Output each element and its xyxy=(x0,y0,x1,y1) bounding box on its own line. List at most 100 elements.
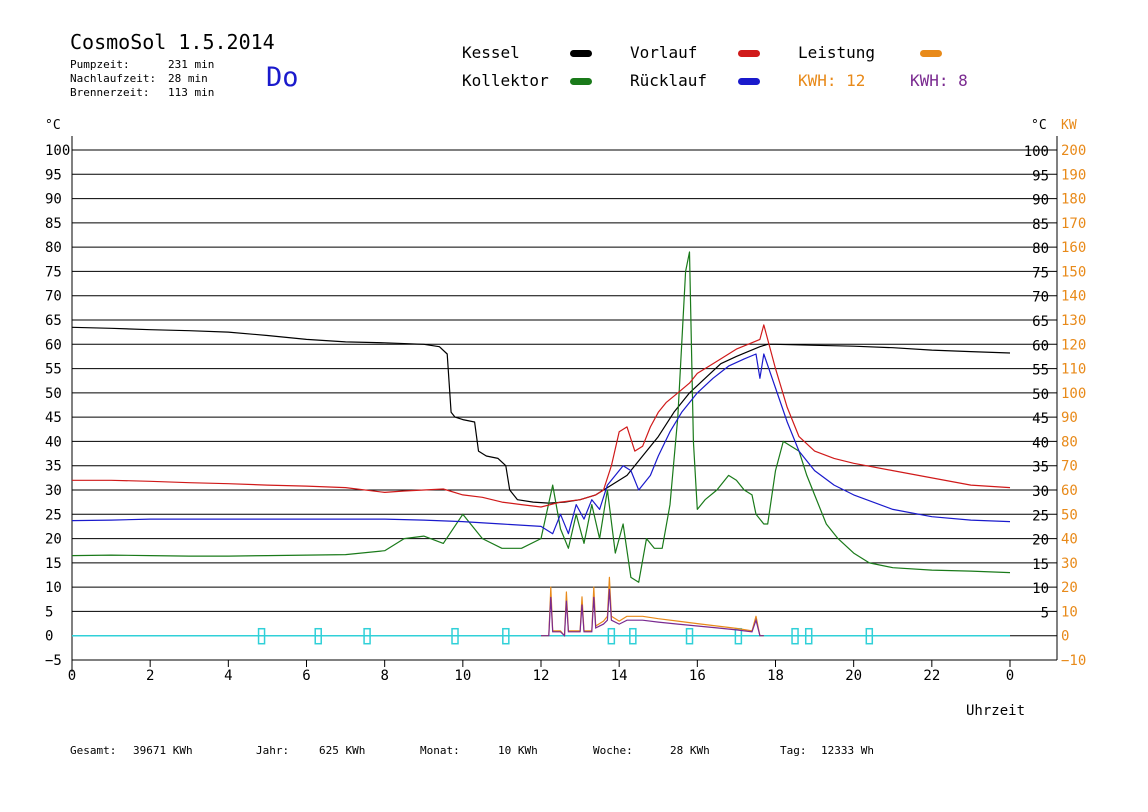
y-tick-label-kw: 30 xyxy=(1061,556,1078,572)
y-tick-label-right: 50 xyxy=(1032,387,1049,403)
x-tick-label: 16 xyxy=(689,668,706,684)
y-tick-label-left: 35 xyxy=(45,459,62,475)
y-tick-label-kw: 100 xyxy=(1061,386,1086,402)
y-tick-label-kw: 70 xyxy=(1061,459,1078,475)
y-axis-unit-right: °C xyxy=(1031,118,1047,133)
footer-gesamt-value: 39671 KWh xyxy=(133,744,193,757)
y-tick-label-right: 30 xyxy=(1032,484,1049,500)
y-tick-label-left: 75 xyxy=(45,264,62,280)
y-tick-label-kw: 40 xyxy=(1061,532,1078,548)
y-tick-label-right: 45 xyxy=(1032,411,1049,427)
y-tick-label-left: 25 xyxy=(45,507,62,523)
ruecklauf-line xyxy=(71,353,1011,535)
y-tick-label-right: 20 xyxy=(1032,533,1049,549)
x-tick-label: 4 xyxy=(224,668,232,684)
y-tick-label-kw: 10 xyxy=(1061,604,1078,620)
pump-marker xyxy=(314,627,322,645)
y-tick-label-right: 95 xyxy=(1032,168,1049,184)
y-tick-label-right: 55 xyxy=(1032,363,1049,379)
y-tick-label-right: 90 xyxy=(1032,193,1049,209)
y-tick-label-kw: 140 xyxy=(1061,289,1086,305)
leistung-purple-line xyxy=(541,589,764,638)
y-tick-label-left: 85 xyxy=(45,216,62,232)
x-tick-label: 2 xyxy=(146,668,154,684)
y-tick-label-left: 10 xyxy=(45,580,62,596)
y-tick-label-kw: 170 xyxy=(1061,216,1086,232)
y-tick-label-kw: −10 xyxy=(1061,653,1086,669)
legend-kwh-purple: KWH: 8 xyxy=(910,71,968,90)
y-tick-label-kw: 60 xyxy=(1061,483,1078,499)
y-tick-label-right: 85 xyxy=(1032,217,1049,233)
chart-title: CosmoSol 1.5.2014 xyxy=(70,30,275,54)
pump-marker xyxy=(629,627,637,645)
x-axis-title: Uhrzeit xyxy=(966,703,1025,719)
pump-marker xyxy=(791,627,799,645)
legend-leistung-label: Leistung xyxy=(798,43,876,62)
footer-tag-label: Tag: xyxy=(780,744,807,757)
vorlauf-line xyxy=(72,324,1011,508)
legend-ruecklauf-label: Rücklauf xyxy=(630,71,708,90)
stat-nachlaufzeit-value: 28 min xyxy=(168,72,208,85)
y-tick-label-left: 45 xyxy=(45,410,62,426)
y-tick-label-left: 80 xyxy=(45,240,62,256)
y-tick-label-kw: 120 xyxy=(1061,337,1086,353)
y-tick-label-kw: 110 xyxy=(1061,362,1086,378)
y-tick-label-left: 20 xyxy=(45,532,62,548)
legend-ruecklauf-swatch xyxy=(738,78,760,85)
x-tick-label: 20 xyxy=(845,668,862,684)
x-tick-label: 0 xyxy=(68,668,76,684)
y-tick-label-right: 75 xyxy=(1032,265,1049,281)
leistung-line xyxy=(541,576,764,637)
x-tick-label: 22 xyxy=(923,668,940,684)
stat-nachlaufzeit-label: Nachlaufzeit: xyxy=(70,72,157,85)
x-tick-label: 6 xyxy=(302,668,310,684)
footer-gesamt-label: Gesamt: xyxy=(70,744,117,757)
x-tick-label: 18 xyxy=(767,668,784,684)
legend-kessel-label: Kessel xyxy=(462,43,520,62)
y-tick-label-kw: 150 xyxy=(1061,264,1086,280)
pump-marker xyxy=(257,627,266,645)
y-tick-label-right: 80 xyxy=(1032,241,1049,257)
y-tick-label-right: 65 xyxy=(1032,314,1049,330)
legend-kwh-orange: KWH: 12 xyxy=(798,71,866,90)
y-tick-label-kw: 80 xyxy=(1061,434,1078,450)
legend-kollektor-label: Kollektor xyxy=(462,71,549,90)
y-tick-label-left: 15 xyxy=(45,556,62,572)
y-tick-label-right: 70 xyxy=(1032,290,1049,306)
x-tick-label: 8 xyxy=(380,668,388,684)
y-tick-label-right: 25 xyxy=(1032,508,1049,524)
y-axis-unit-kw: KW xyxy=(1061,118,1077,133)
y-tick-label-kw: 50 xyxy=(1061,507,1078,523)
y-tick-label-kw: 190 xyxy=(1061,167,1086,183)
kessel-line xyxy=(71,326,1011,504)
footer-woche-value: 28 KWh xyxy=(670,744,710,757)
y-tick-label-left: 50 xyxy=(45,386,62,402)
y-tick-label-right: 40 xyxy=(1032,435,1049,451)
stat-brennerzeit-label: Brennerzeit: xyxy=(70,86,150,99)
y-tick-label-kw: 0 xyxy=(1061,629,1069,645)
y-tick-label-kw: 160 xyxy=(1061,240,1086,256)
legend-kessel-swatch xyxy=(570,50,592,57)
weekday-label: Do xyxy=(266,62,299,93)
y-tick-label-left: 40 xyxy=(45,434,62,450)
footer-monat-value: 10 KWh xyxy=(498,744,538,757)
y-axis-unit-left: °C xyxy=(45,118,61,133)
footer-jahr-value: 625 KWh xyxy=(319,744,366,757)
y-tick-label-left: 5 xyxy=(45,604,53,620)
legend-leistung-swatch xyxy=(920,50,942,57)
legend-vorlauf-label: Vorlauf xyxy=(630,43,698,62)
y-tick-label-right: 35 xyxy=(1032,460,1049,476)
pump-marker xyxy=(502,627,510,645)
pump-marker xyxy=(685,627,694,645)
y-tick-label-right: 60 xyxy=(1032,338,1049,354)
y-tick-label-left: 30 xyxy=(45,483,62,499)
x-tick-label: 10 xyxy=(454,668,471,684)
stat-pumpzeit-label: Pumpzeit: xyxy=(70,58,130,71)
y-tick-label-left: 60 xyxy=(45,337,62,353)
y-tick-label-left: 70 xyxy=(45,289,62,305)
y-tick-label-right: 5 xyxy=(1041,605,1049,621)
y-tick-label-right: 15 xyxy=(1032,557,1049,573)
pump-marker xyxy=(607,627,616,645)
pump-marker xyxy=(804,627,813,645)
x-tick-label: 14 xyxy=(611,668,628,684)
